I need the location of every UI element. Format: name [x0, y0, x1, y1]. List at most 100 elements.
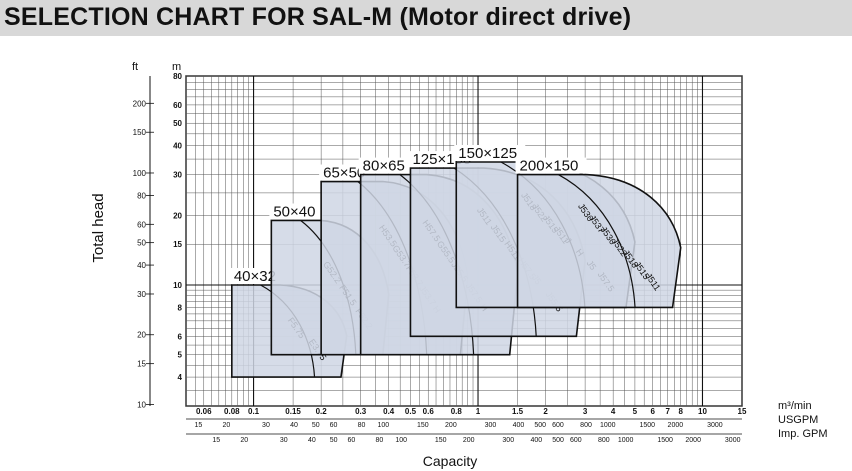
x-tick-impgpm: 80 — [376, 437, 384, 444]
y-tick-m: 30 — [173, 171, 182, 180]
x-axis-label: Capacity — [423, 453, 477, 469]
y-unit-ft: ft — [132, 61, 138, 73]
x-tick-m3min: 0.15 — [285, 407, 301, 416]
x-tick-usgpm: 1000 — [600, 422, 616, 429]
x-tick-impgpm: 1500 — [657, 437, 673, 444]
series-label-bg — [229, 267, 283, 284]
x-tick-m3min: 0.6 — [423, 407, 435, 416]
x-tick-usgpm: 600 — [552, 422, 564, 429]
x-tick-usgpm: 500 — [534, 422, 546, 429]
y-tick-ft: 30 — [137, 290, 146, 299]
series-label: 50×40 — [273, 203, 315, 220]
y-tick-ft: 200 — [133, 99, 147, 108]
x-tick-m3min: 1.5 — [512, 407, 524, 416]
y-axis-label: Total head — [90, 193, 107, 262]
x-unit-label: USGPM — [778, 414, 818, 426]
x-tick-impgpm: 600 — [570, 437, 582, 444]
x-tick-impgpm: 40 — [308, 437, 316, 444]
y-unit-m: m — [172, 61, 181, 73]
x-tick-impgpm: 20 — [240, 437, 248, 444]
x-tick-m3min: 1 — [476, 407, 481, 416]
x-tick-m3min: 8 — [678, 407, 683, 416]
series-label: 40×32 — [234, 268, 276, 285]
x-tick-impgpm: 100 — [395, 437, 407, 444]
x-tick-m3min: 7 — [665, 407, 670, 416]
title-bar: SELECTION CHART FOR SAL-M (Motor direct … — [0, 0, 852, 36]
x-tick-m3min: 0.5 — [405, 407, 417, 416]
x-unit-label: m³/min — [778, 400, 812, 412]
x-tick-m3min: 4 — [611, 407, 616, 416]
x-tick-usgpm: 40 — [290, 422, 298, 429]
x-tick-m3min: 0.06 — [196, 407, 212, 416]
y-tick-m: 5 — [178, 351, 183, 360]
y-tick-m: 8 — [178, 303, 183, 312]
x-tick-m3min: 0.2 — [316, 407, 328, 416]
x-tick-impgpm: 400 — [530, 437, 542, 444]
x-tick-usgpm: 1500 — [640, 422, 656, 429]
x-tick-impgpm: 50 — [330, 437, 338, 444]
chart-title: SELECTION CHART FOR SAL-M (Motor direct … — [4, 3, 632, 31]
y-tick-m: 4 — [178, 373, 183, 382]
series-label: 200×150 — [520, 158, 579, 175]
x-tick-impgpm: 3000 — [725, 437, 741, 444]
series-label: 80×65 — [363, 158, 405, 175]
x-tick-m3min: 6 — [650, 407, 655, 416]
x-tick-impgpm: 200 — [463, 437, 475, 444]
x-tick-impgpm: 500 — [552, 437, 564, 444]
x-tick-impgpm: 15 — [212, 437, 220, 444]
x-tick-m3min: 0.3 — [355, 407, 367, 416]
x-tick-impgpm: 2000 — [685, 437, 701, 444]
x-tick-usgpm: 2000 — [668, 422, 684, 429]
x-tick-m3min: 15 — [738, 407, 747, 416]
series-label-bg — [269, 203, 323, 220]
x-tick-usgpm: 300 — [485, 422, 497, 429]
y-tick-m: 20 — [173, 211, 182, 220]
x-tick-usgpm: 100 — [377, 422, 389, 429]
x-tick-usgpm: 20 — [223, 422, 231, 429]
x-tick-usgpm: 80 — [358, 422, 366, 429]
y-tick-m: 6 — [178, 332, 183, 341]
y-tick-ft: 10 — [137, 400, 146, 409]
y-tick-ft: 20 — [137, 331, 146, 340]
series-label-bg — [358, 157, 412, 174]
x-tick-m3min: 0.08 — [224, 407, 240, 416]
y-tick-ft: 60 — [137, 220, 146, 229]
series-divider — [558, 174, 636, 308]
x-tick-usgpm: 400 — [513, 422, 525, 429]
x-tick-m3min: 0.4 — [383, 407, 395, 416]
series-label: 150×125 — [458, 145, 517, 162]
x-tick-usgpm: 50 — [312, 422, 320, 429]
x-tick-usgpm: 3000 — [707, 422, 723, 429]
y-tick-ft: 50 — [137, 239, 146, 248]
y-tick-m: 50 — [173, 119, 182, 128]
y-tick-m: 15 — [173, 240, 182, 249]
y-tick-ft: 80 — [137, 191, 146, 200]
series-label: 65×50 — [323, 165, 365, 182]
series-label-bg — [515, 157, 587, 174]
x-tick-m3min: 0.8 — [451, 407, 463, 416]
x-tick-m3min: 2 — [543, 407, 548, 416]
x-tick-impgpm: 800 — [598, 437, 610, 444]
x-tick-usgpm: 150 — [417, 422, 429, 429]
x-tick-usgpm: 15 — [194, 422, 202, 429]
y-tick-ft: 150 — [133, 128, 147, 137]
x-tick-m3min: 0.1 — [248, 407, 260, 416]
x-unit-label: Imp. GPM — [778, 428, 828, 440]
x-tick-m3min: 10 — [698, 407, 707, 416]
y-tick-ft: 40 — [137, 261, 146, 270]
x-tick-m3min: 3 — [583, 407, 588, 416]
x-tick-impgpm: 150 — [435, 437, 447, 444]
x-tick-usgpm: 30 — [262, 422, 270, 429]
x-tick-impgpm: 30 — [280, 437, 288, 444]
x-tick-usgpm: 800 — [580, 422, 592, 429]
x-tick-impgpm: 1000 — [618, 437, 634, 444]
series-region — [516, 173, 682, 309]
y-tick-m: 40 — [173, 142, 182, 151]
x-tick-usgpm: 60 — [330, 422, 338, 429]
y-tick-m: 10 — [173, 281, 182, 290]
x-tick-impgpm: 60 — [347, 437, 355, 444]
y-tick-m: 80 — [173, 72, 182, 81]
x-tick-usgpm: 200 — [445, 422, 457, 429]
x-tick-m3min: 5 — [633, 407, 638, 416]
